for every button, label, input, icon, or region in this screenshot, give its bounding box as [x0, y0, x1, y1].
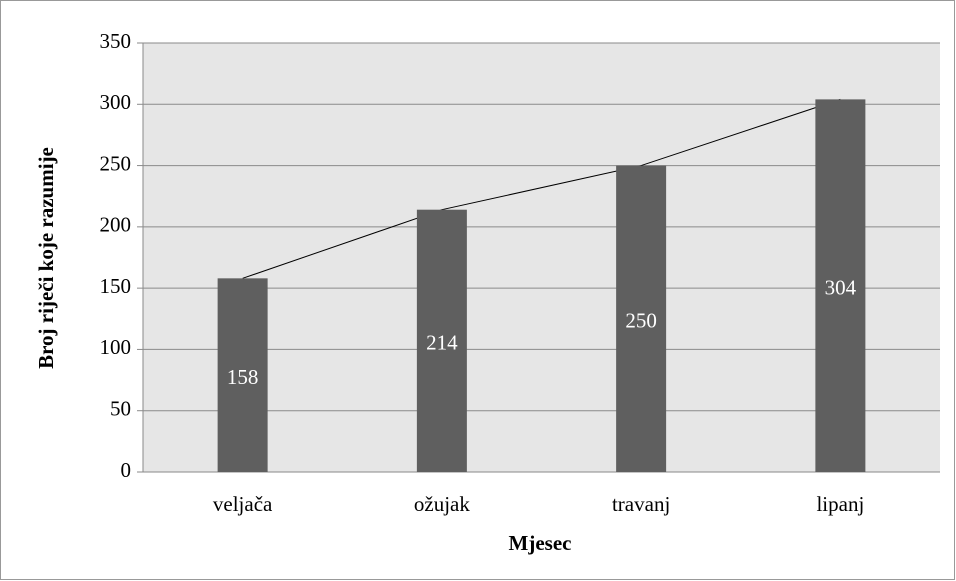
bar [416, 209, 467, 472]
y-tick-label: 200 [100, 213, 132, 237]
data-label: 214 [426, 331, 458, 355]
x-axis-title: Mjesec [509, 531, 572, 555]
y-tick-label: 100 [100, 335, 132, 359]
x-tick-label: travanj [612, 492, 670, 516]
trend-line [242, 98, 841, 279]
y-tick-label: 150 [100, 274, 132, 298]
bar [815, 99, 866, 472]
y-tick-label: 250 [100, 151, 132, 175]
y-tick-label: 0 [121, 458, 132, 482]
y-tick-label: 300 [100, 90, 132, 114]
y-axis-title: Broj riječi koje razumije [34, 147, 58, 369]
bar [616, 165, 667, 473]
y-tick-label: 50 [110, 397, 131, 421]
x-tick-label: ožujak [414, 492, 470, 516]
data-label: 158 [227, 365, 259, 389]
data-label: 250 [625, 309, 657, 333]
x-tick-label: veljača [213, 492, 273, 516]
y-tick-label: 350 [100, 29, 132, 53]
plot-area [143, 43, 940, 472]
data-label: 304 [825, 276, 857, 300]
bar [217, 278, 268, 472]
x-tick-label: lipanj [816, 492, 864, 516]
